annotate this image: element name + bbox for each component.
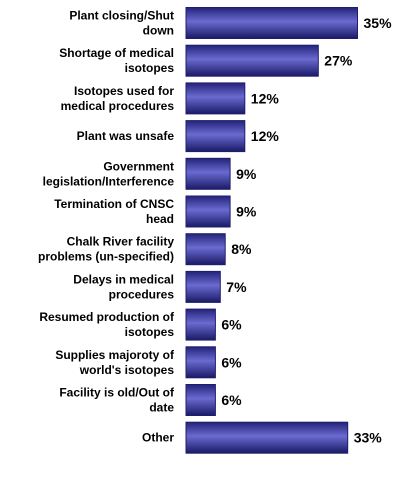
category-label: Other [142,431,174,445]
category-label: Isotopes used for medical procedures [61,84,175,113]
category-label: Government legislation/Interference [43,159,175,188]
category-label: Shortage of medical isotopes [59,46,174,75]
value-label: 33% [354,430,383,446]
value-label: 12% [251,90,280,106]
category-label: Plant was unsafe [77,129,175,143]
bar [185,44,319,77]
value-label: 9% [236,204,257,220]
value-label: 27% [324,53,353,69]
value-label: 6% [221,317,242,333]
bar [185,82,246,115]
bar [185,384,216,416]
category-label: Chalk River facility problems (un-specifi… [38,235,174,264]
category-label: Supplies majoroty of world's isotopes [55,348,175,377]
value-label: 6% [221,354,242,370]
category-label: Delays in medical procedures [73,272,174,301]
value-label: 6% [221,392,242,408]
category-label: Resumed production of isotopes [39,310,175,339]
category-label: Plant closing/Shut down [69,9,174,38]
bar [185,233,226,266]
value-label: 35% [364,15,393,31]
bars-group [185,7,358,454]
value-label: 8% [231,241,252,257]
bar [185,157,231,190]
category-label: Facility is old/Out of date [59,386,175,415]
bar [185,346,216,379]
value-label: 9% [236,166,257,182]
bar [185,195,231,228]
bar [185,270,221,303]
bar [185,120,246,153]
value-label: 7% [226,279,247,295]
bar [185,421,349,454]
bar [185,308,216,341]
bar [185,7,358,39]
category-labels-group: Plant closing/Shut down Shortage of medica… [38,9,175,445]
value-labels-group: 35% 27% 12% 12% 9% 9% 8% 7% 6% 6% 6% 33% [221,15,392,446]
category-label: Termination of CNSC head [54,197,174,226]
value-label: 12% [251,128,280,144]
